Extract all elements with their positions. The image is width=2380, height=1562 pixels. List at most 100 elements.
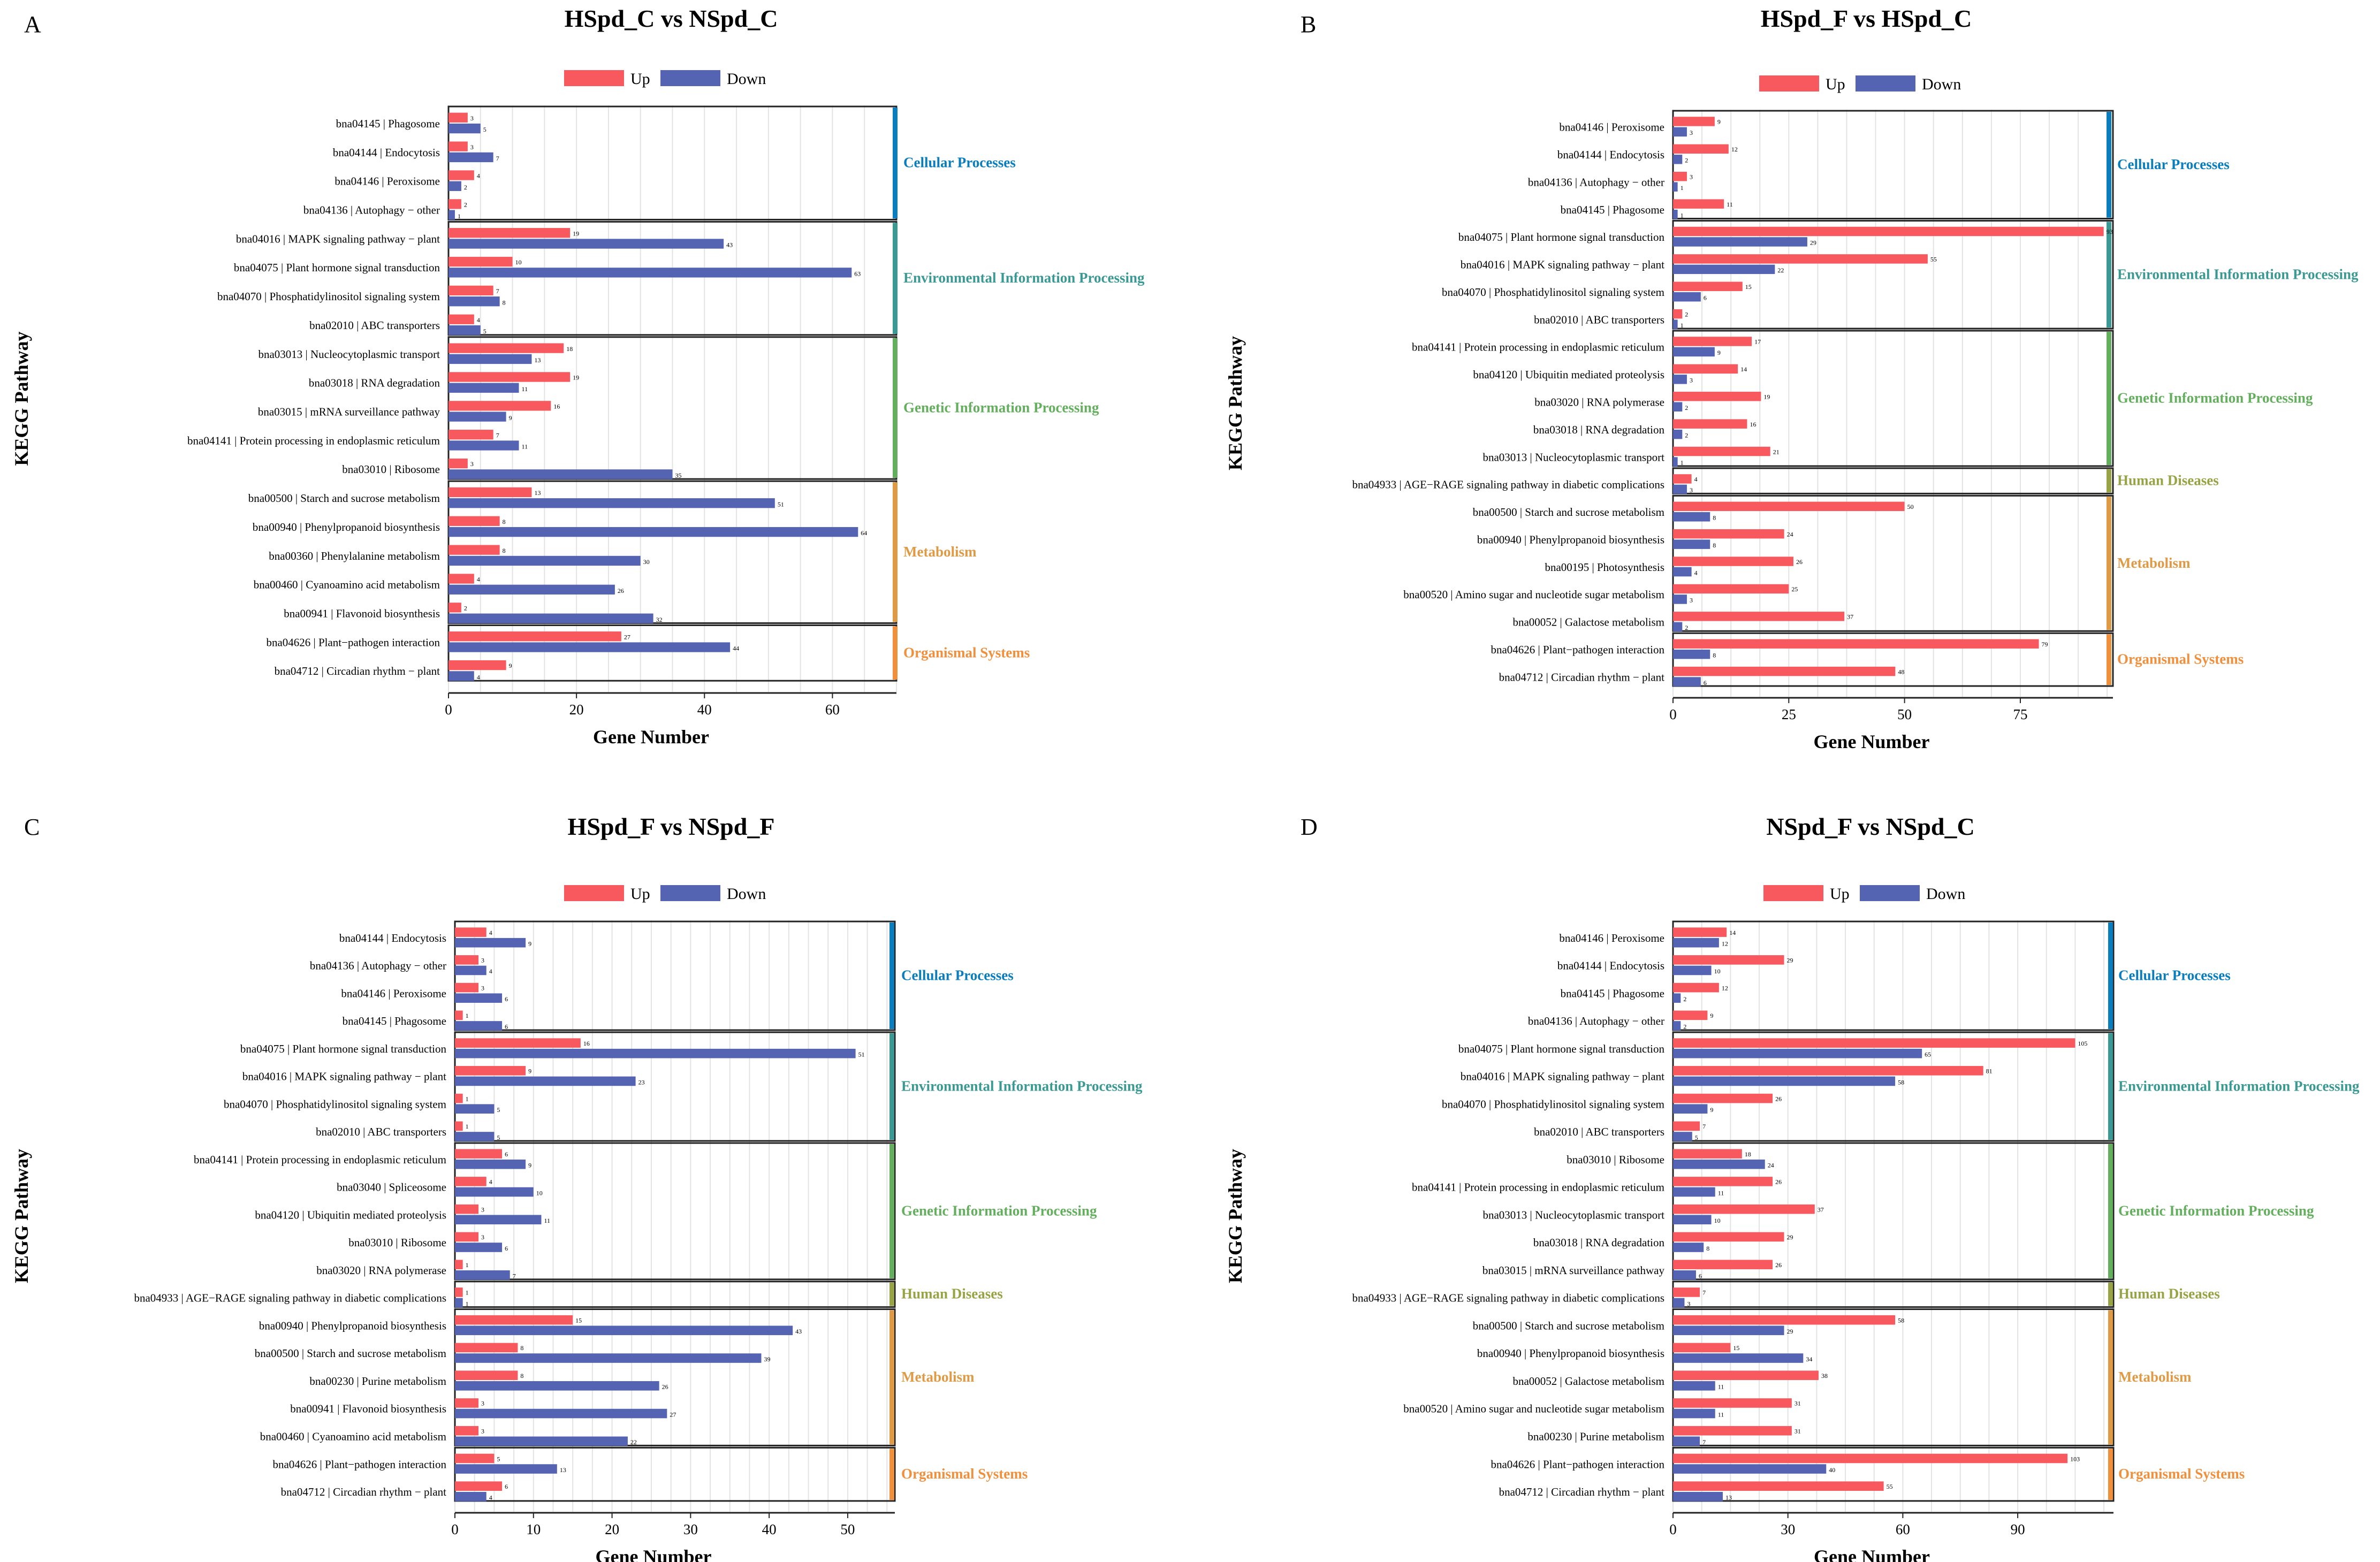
bar-down bbox=[1673, 347, 1715, 357]
bar-down-value: 40 bbox=[1829, 1466, 1835, 1474]
bar-up-value: 1 bbox=[466, 1012, 469, 1019]
bar-down bbox=[1673, 1325, 1784, 1336]
legend-swatch-down bbox=[1856, 75, 1915, 92]
bar-down-value: 6 bbox=[505, 995, 508, 1003]
category-label: Environmental Information Processing bbox=[2118, 1078, 2360, 1094]
bar-down-value: 51 bbox=[778, 500, 784, 508]
bar-down-value: 8 bbox=[1713, 651, 1716, 659]
bar-up-value: 10 bbox=[515, 258, 522, 266]
bar-down-value: 44 bbox=[733, 645, 739, 652]
group-color-band bbox=[2107, 222, 2111, 328]
bar-up-value: 9 bbox=[528, 1068, 531, 1075]
legend-swatch-up bbox=[564, 70, 624, 86]
bar-down bbox=[448, 527, 858, 537]
bar-down-value: 4 bbox=[477, 674, 480, 681]
bar-down-value: 27 bbox=[670, 1411, 676, 1418]
group-color-band bbox=[889, 1033, 894, 1140]
group-color-band bbox=[889, 1144, 894, 1278]
bar-down-value: 6 bbox=[505, 1023, 508, 1031]
bar-down bbox=[455, 1270, 510, 1280]
pathway-label: bna04070 | Phosphatidylinositol signalin… bbox=[224, 1098, 446, 1110]
pathway-label: bna04712 | Circadian rhythm − plant bbox=[275, 665, 440, 677]
pathway-row: bna00941 | Flavonoid biosynthesis 3 27 bbox=[290, 1398, 676, 1419]
bar-up-value: 29 bbox=[1787, 1233, 1793, 1241]
pathway-row: bna00360 | Phenylalanine metabolism 8 30 bbox=[269, 545, 650, 566]
bar-down bbox=[1673, 1353, 1804, 1363]
bar-up bbox=[1673, 666, 1896, 676]
bar-down-value: 6 bbox=[1704, 294, 1707, 301]
bar-down-value: 34 bbox=[1806, 1355, 1812, 1363]
bar-down bbox=[448, 671, 474, 681]
pathway-label: bna02010 | ABC transporters bbox=[316, 1125, 446, 1138]
pathway-row: bna03013 | Nucleocytoplasmic transport 21… bbox=[1482, 446, 1780, 467]
bar-down-value: 5 bbox=[483, 327, 486, 335]
group-metabolism: Metabolism bna00500 | Starch and sucrose … bbox=[248, 480, 977, 624]
bar-down bbox=[455, 938, 526, 948]
bar-up-value: 21 bbox=[1773, 448, 1780, 455]
pathway-label: bna03040 | Spliceosome bbox=[337, 1181, 446, 1194]
group-frame bbox=[454, 1446, 896, 1502]
bar-up-value: 3 bbox=[481, 984, 484, 992]
pathway-row: bna00500 | Starch and sucrose metabolism… bbox=[248, 487, 784, 508]
bar-down bbox=[1673, 595, 1687, 604]
bar-up-value: 9 bbox=[1717, 118, 1721, 126]
bar-down-value: 1 bbox=[458, 212, 461, 220]
x-tick-label: 75 bbox=[2013, 706, 2027, 722]
bar-up-value: 79 bbox=[2042, 641, 2048, 648]
bar-up-value: 1 bbox=[466, 1261, 469, 1269]
legend: Up Down bbox=[564, 885, 766, 903]
pathway-label: bna04145 | Phagosome bbox=[1561, 987, 1664, 1000]
bar-up-value: 27 bbox=[624, 633, 630, 641]
bar-down bbox=[455, 1215, 542, 1225]
pathway-row: bna04136 | Autophagy − other 31 bbox=[1528, 171, 1693, 192]
category-label: Genetic Information Processing bbox=[2117, 390, 2313, 406]
category-label: Cellular Processes bbox=[903, 155, 1016, 171]
bar-down-value: 13 bbox=[534, 356, 541, 364]
pathway-label: bna00940 | Phenylpropanoid biosynthesis bbox=[1477, 533, 1664, 546]
pathway-row: bna04136 | Autophagy − other 9 2 bbox=[1528, 1010, 1713, 1031]
bar-down bbox=[455, 1325, 793, 1336]
pathway-label: bna00500 | Starch and sucrose metabolism bbox=[248, 492, 440, 505]
bar-up bbox=[448, 199, 461, 209]
bar-up bbox=[1673, 927, 1727, 937]
bar-down-value: 6 bbox=[505, 1245, 508, 1252]
pathway-row: bna00940 | Phenylpropanoid biosynthesis 1… bbox=[259, 1315, 802, 1336]
bar-down bbox=[1673, 567, 1692, 577]
pathway-label: bna04712 | Circadian rhythm − plant bbox=[1499, 1485, 1665, 1498]
pathway-row: bna04141 | Protein processing in endopla… bbox=[194, 1149, 531, 1169]
y-axis-title: KEGG Pathway bbox=[11, 331, 32, 466]
panel-D: D NSpd_F vs NSpd_C Up Down Cellular Processe… bbox=[1225, 813, 2360, 1562]
bar-up-value: 7 bbox=[1702, 1123, 1706, 1130]
legend-swatch-up bbox=[564, 885, 624, 901]
y-axis-title: KEGG Pathway bbox=[1225, 336, 1246, 470]
pathway-row: bna04016 | MAPK signaling pathway − plan… bbox=[236, 228, 733, 249]
bar-down bbox=[1673, 938, 1719, 948]
bar-up-value: 2 bbox=[464, 605, 467, 612]
bar-up-value: 6 bbox=[505, 1150, 508, 1158]
bar-down-value: 3 bbox=[1690, 597, 1693, 604]
bar-down bbox=[448, 239, 724, 249]
bar-down-value: 22 bbox=[1777, 266, 1784, 274]
chart-title: NSpd_F vs NSpd_C bbox=[1766, 813, 1974, 840]
pathway-row: bna04144 | Endocytosis 4 9 bbox=[339, 927, 531, 947]
bar-up-value: 8 bbox=[503, 518, 506, 525]
bar-up bbox=[1673, 1343, 1731, 1353]
legend-label-up: Up bbox=[630, 70, 650, 88]
pathway-label: bna04146 | Peroxisome bbox=[341, 987, 446, 1000]
bar-up bbox=[448, 343, 564, 353]
bar-up bbox=[1673, 1287, 1700, 1297]
group-color-band bbox=[893, 626, 898, 680]
group-frame bbox=[1672, 467, 2114, 494]
bar-up-value: 9 bbox=[1710, 1012, 1713, 1019]
legend-swatch-up bbox=[1763, 885, 1823, 901]
pathway-label: bna04141 | Protein processing in endopla… bbox=[1412, 1181, 1664, 1194]
bar-down-value: 43 bbox=[726, 241, 733, 249]
bar-up bbox=[448, 228, 571, 238]
bar-up bbox=[1673, 1093, 1773, 1103]
bar-down bbox=[448, 181, 461, 191]
category-label: Cellular Processes bbox=[2118, 967, 2231, 984]
pathway-row: bna00500 | Starch and sucrose metabolism… bbox=[255, 1343, 770, 1363]
y-axis-title: KEGG Pathway bbox=[11, 1149, 32, 1283]
pathway-label: bna04712 | Circadian rhythm − plant bbox=[1499, 670, 1665, 683]
x-axis: 0 25 50 75 Gene Number bbox=[1669, 697, 2113, 752]
